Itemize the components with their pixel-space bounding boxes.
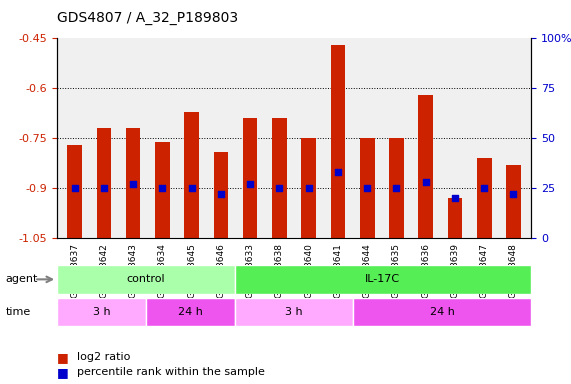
FancyBboxPatch shape <box>235 298 353 326</box>
Point <box>333 169 343 175</box>
Bar <box>360 138 375 238</box>
Text: 3 h: 3 h <box>93 307 110 317</box>
Bar <box>506 165 521 238</box>
Point <box>451 195 460 201</box>
Bar <box>96 128 111 238</box>
Text: 24 h: 24 h <box>430 307 455 317</box>
Text: 24 h: 24 h <box>178 307 203 317</box>
Point <box>480 185 489 191</box>
Bar <box>389 138 404 238</box>
Point <box>216 191 226 197</box>
Bar <box>67 145 82 238</box>
Point <box>158 185 167 191</box>
Point <box>509 191 518 197</box>
Text: control: control <box>127 274 165 285</box>
Point <box>246 181 255 187</box>
Text: ■: ■ <box>57 366 69 379</box>
Bar <box>126 128 140 238</box>
Bar <box>331 45 345 238</box>
Text: 3 h: 3 h <box>286 307 303 317</box>
Point <box>275 185 284 191</box>
Bar <box>155 142 170 238</box>
Text: log2 ratio: log2 ratio <box>77 352 130 362</box>
FancyBboxPatch shape <box>235 265 531 294</box>
Text: ■: ■ <box>57 351 69 364</box>
Point <box>187 185 196 191</box>
Point <box>70 185 79 191</box>
Point <box>392 185 401 191</box>
Point <box>421 179 431 185</box>
FancyBboxPatch shape <box>353 298 531 326</box>
Text: time: time <box>6 307 31 317</box>
Bar <box>272 118 287 238</box>
Bar <box>184 112 199 238</box>
Point <box>99 185 108 191</box>
Text: percentile rank within the sample: percentile rank within the sample <box>77 367 265 377</box>
Text: GDS4807 / A_32_P189803: GDS4807 / A_32_P189803 <box>57 11 238 25</box>
Bar <box>477 158 492 238</box>
FancyBboxPatch shape <box>146 298 235 326</box>
Bar <box>214 152 228 238</box>
Point <box>128 181 138 187</box>
Bar <box>301 138 316 238</box>
FancyBboxPatch shape <box>57 298 146 326</box>
Bar <box>419 95 433 238</box>
Text: IL-17C: IL-17C <box>365 274 400 285</box>
Bar <box>243 118 258 238</box>
Point <box>304 185 313 191</box>
Point <box>363 185 372 191</box>
Bar <box>448 198 463 238</box>
FancyBboxPatch shape <box>57 265 235 294</box>
Text: agent: agent <box>6 274 38 285</box>
